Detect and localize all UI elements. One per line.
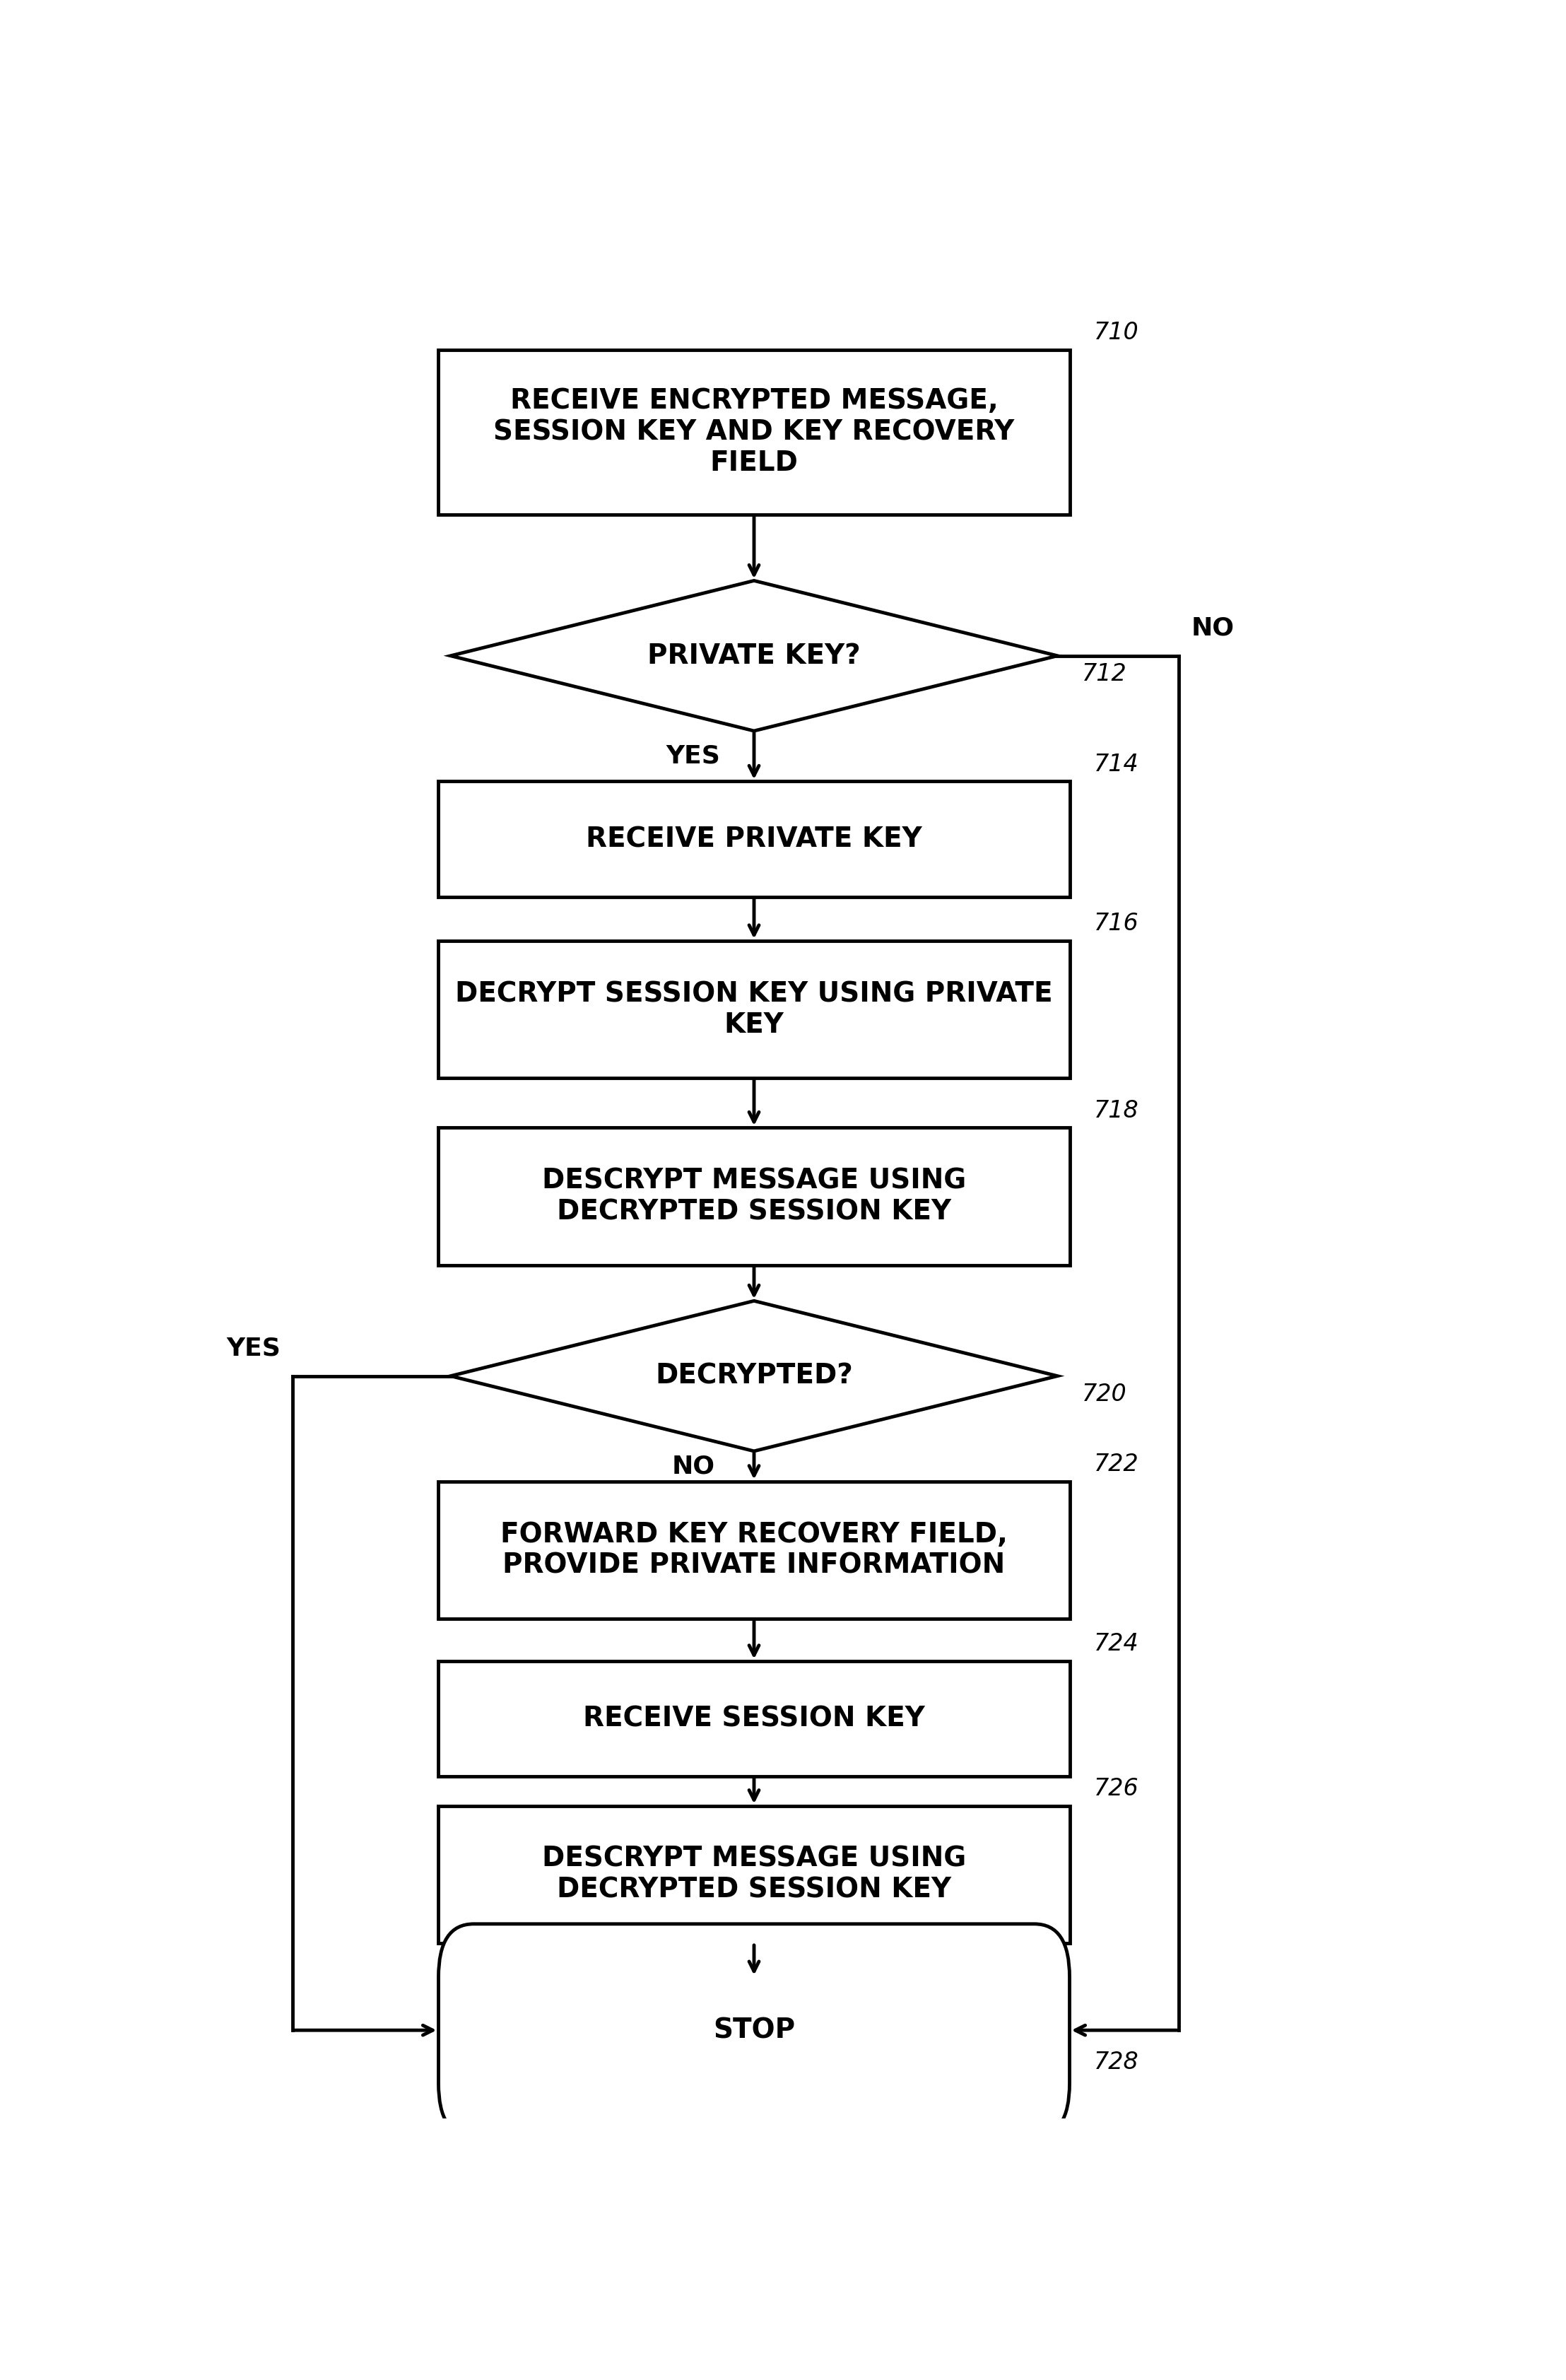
Text: DECRYPT SESSION KEY USING PRIVATE
KEY: DECRYPT SESSION KEY USING PRIVATE KEY	[456, 981, 1052, 1038]
FancyBboxPatch shape	[438, 1480, 1070, 1618]
FancyBboxPatch shape	[438, 1128, 1070, 1266]
Text: 728: 728	[1093, 2052, 1138, 2075]
Text: 726: 726	[1093, 1778, 1138, 1799]
Text: YES: YES	[227, 1338, 280, 1361]
Polygon shape	[451, 1302, 1057, 1452]
Text: RECEIVE SESSION KEY: RECEIVE SESSION KEY	[583, 1704, 926, 1733]
Text: 718: 718	[1093, 1100, 1138, 1123]
Text: 724: 724	[1093, 1633, 1138, 1656]
Text: DESCRYPT MESSAGE USING
DECRYPTED SESSION KEY: DESCRYPT MESSAGE USING DECRYPTED SESSION…	[542, 1845, 966, 1904]
Text: YES: YES	[666, 745, 720, 769]
Polygon shape	[451, 581, 1057, 731]
Text: 716: 716	[1093, 912, 1138, 935]
FancyBboxPatch shape	[438, 1806, 1070, 1942]
Text: DECRYPTED?: DECRYPTED?	[655, 1364, 853, 1390]
Text: 714: 714	[1093, 752, 1138, 776]
Text: 720: 720	[1082, 1383, 1128, 1407]
FancyBboxPatch shape	[438, 940, 1070, 1078]
FancyBboxPatch shape	[438, 350, 1070, 514]
FancyBboxPatch shape	[438, 1923, 1070, 2137]
Text: 710: 710	[1093, 321, 1138, 345]
Text: NO: NO	[672, 1454, 716, 1478]
Text: 722: 722	[1093, 1452, 1138, 1476]
FancyBboxPatch shape	[438, 1661, 1070, 1775]
Text: NO: NO	[1192, 616, 1234, 640]
Text: RECEIVE PRIVATE KEY: RECEIVE PRIVATE KEY	[586, 826, 922, 852]
Text: DESCRYPT MESSAGE USING
DECRYPTED SESSION KEY: DESCRYPT MESSAGE USING DECRYPTED SESSION…	[542, 1169, 966, 1226]
Text: PRIVATE KEY?: PRIVATE KEY?	[647, 643, 861, 669]
Text: FORWARD KEY RECOVERY FIELD,
PROVIDE PRIVATE INFORMATION: FORWARD KEY RECOVERY FIELD, PROVIDE PRIV…	[501, 1521, 1007, 1578]
Text: RECEIVE ENCRYPTED MESSAGE,
SESSION KEY AND KEY RECOVERY
FIELD: RECEIVE ENCRYPTED MESSAGE, SESSION KEY A…	[493, 388, 1015, 476]
FancyBboxPatch shape	[438, 781, 1070, 897]
Text: 712: 712	[1082, 662, 1128, 685]
Text: STOP: STOP	[713, 2016, 796, 2044]
